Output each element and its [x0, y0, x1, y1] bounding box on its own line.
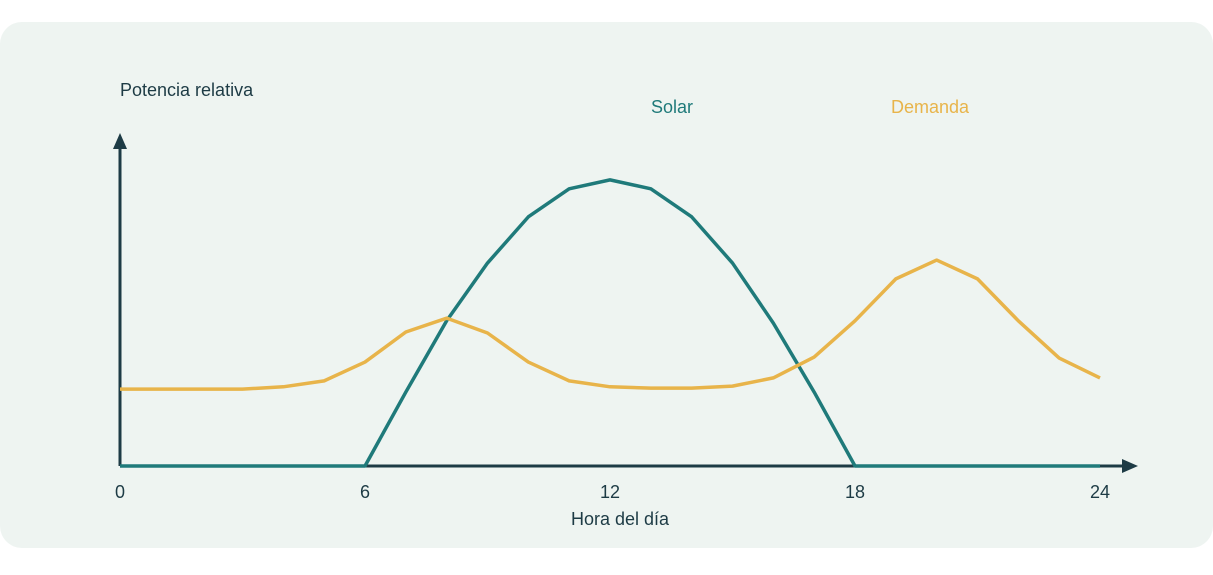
legend-label: Solar [651, 97, 693, 117]
x-axis-arrow [1122, 459, 1138, 473]
x-tick-label: 6 [360, 482, 370, 502]
x-tick-label: 0 [115, 482, 125, 502]
x-tick-label: 12 [600, 482, 620, 502]
series-line [120, 178, 1100, 468]
x-tick-label: 18 [845, 482, 865, 502]
series-line [120, 258, 1101, 391]
y-axis-label: Potencia relativa [120, 80, 254, 100]
legend-label: Demanda [891, 97, 970, 117]
y-axis-arrow [113, 133, 127, 149]
x-axis-label: Hora del día [571, 509, 670, 529]
x-tick-label: 24 [1090, 482, 1110, 502]
card [0, 22, 1213, 548]
